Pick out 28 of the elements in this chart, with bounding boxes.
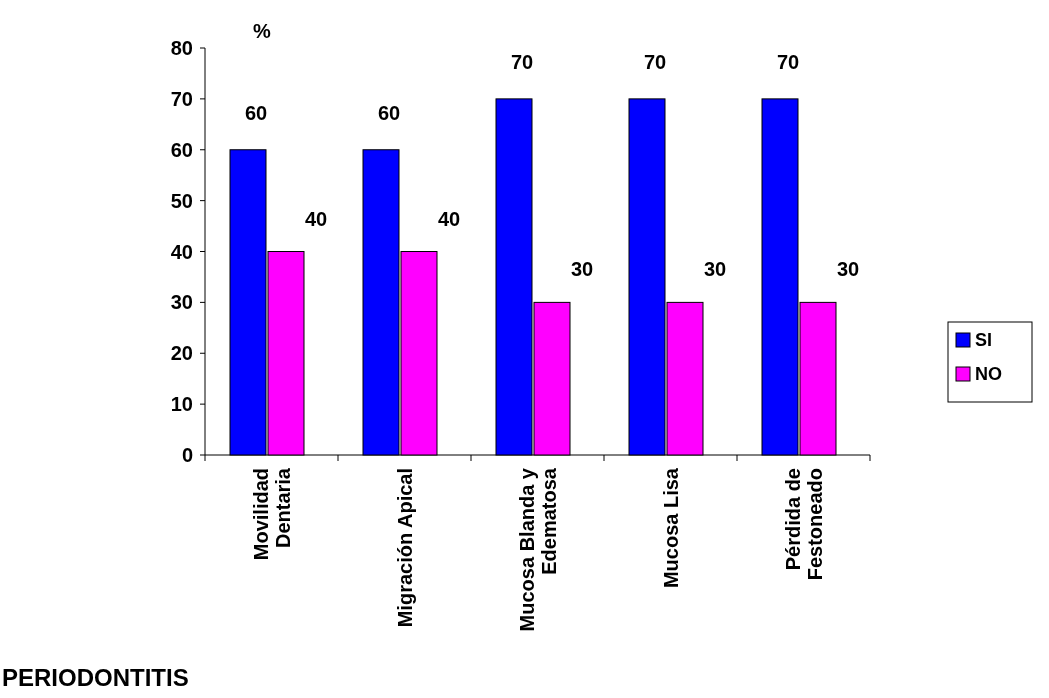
y-axis-title: % <box>253 20 272 42</box>
data-label: 30 <box>836 258 860 281</box>
x-tick-label: Mucosa Blanda y Edematosa <box>515 467 560 632</box>
x-tick-label: Mucosa Lisa <box>659 467 682 589</box>
legend-label: NO <box>975 364 1002 385</box>
y-tick-label: 30 <box>170 291 193 314</box>
x-tick-label: Movilidad Dentaria <box>249 467 294 561</box>
data-label: 60 <box>377 101 401 124</box>
data-label: 40 <box>304 207 328 230</box>
y-tick-label: 10 <box>170 393 193 416</box>
data-label: 70 <box>776 50 800 73</box>
data-label: 30 <box>570 258 594 281</box>
data-label: 70 <box>510 50 534 73</box>
legend-label: SI <box>975 330 993 351</box>
y-tick-label: 70 <box>170 87 193 110</box>
data-label: 60 <box>244 101 268 124</box>
y-tick-label: 80 <box>170 37 193 59</box>
text: PERIODONTITIS <box>2 664 189 691</box>
y-tick-label: 20 <box>170 342 193 365</box>
y-tick-label: 0 <box>181 444 193 466</box>
y-tick-label: 50 <box>170 189 193 212</box>
y-tick-label: 40 <box>170 240 193 263</box>
data-label: 30 <box>703 258 727 281</box>
data-label: 70 <box>643 50 667 73</box>
x-tick-label: Migración Apical <box>393 468 416 628</box>
y-tick-label: 60 <box>170 138 193 161</box>
x-tick-label: Pérdida de Festoneado <box>781 468 826 581</box>
data-label: 40 <box>437 207 461 230</box>
